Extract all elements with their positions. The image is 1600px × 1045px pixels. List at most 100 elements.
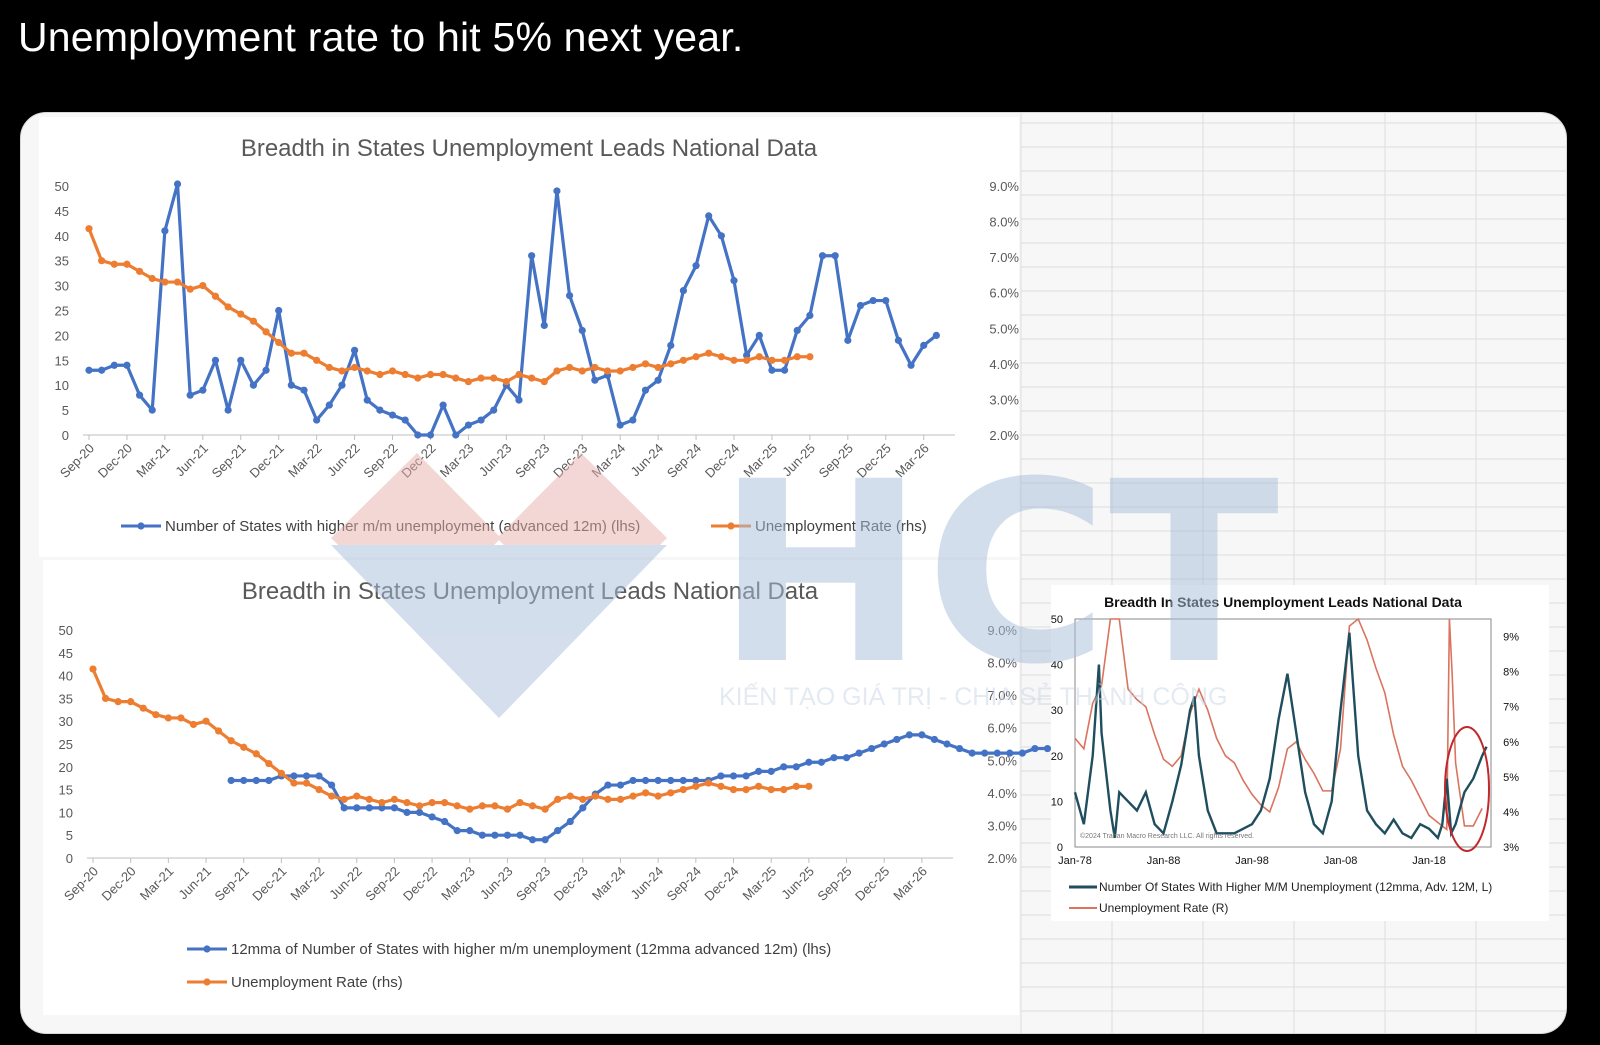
data-point-states: [302, 772, 311, 780]
data-point-states: [211, 356, 220, 364]
data-point-unemployment-rate: [780, 356, 789, 364]
data-point-unemployment-rate: [805, 782, 813, 790]
data-point-states: [641, 386, 650, 394]
data-point-unemployment-rate: [338, 367, 346, 375]
y-left-tick-label: 10: [55, 378, 69, 393]
data-point-unemployment-rate: [579, 795, 587, 803]
chart1-title: Breadth in States Unemployment Leads Nat…: [241, 135, 818, 162]
data-point-states: [199, 386, 207, 394]
data-point-states: [414, 431, 422, 439]
y-left-tick-label: 10: [59, 805, 73, 820]
data-point-unemployment-rate: [340, 795, 348, 803]
data-point-states: [730, 277, 738, 285]
data-point-states: [968, 749, 976, 757]
data-point-unemployment-rate: [237, 310, 245, 318]
data-point-unemployment-rate: [428, 799, 436, 807]
y-left-tick-label: 35: [59, 691, 73, 706]
data-point-states: [515, 396, 523, 404]
data-point-states: [401, 416, 409, 424]
data-point-unemployment-rate: [604, 795, 612, 803]
data-point-states: [629, 776, 637, 785]
chart3-y-left-tick: 0: [1057, 842, 1063, 854]
data-point-unemployment-rate: [692, 353, 700, 361]
data-point-states: [767, 767, 775, 775]
y-right-tick-label: 5.0%: [989, 321, 1019, 336]
data-point-states: [275, 306, 283, 315]
data-point-states: [894, 336, 903, 344]
data-point-unemployment-rate: [123, 260, 131, 268]
data-point-states: [981, 749, 989, 757]
y-right-tick-label: 8.0%: [989, 215, 1019, 230]
chart3-y-left-tick: 20: [1051, 751, 1063, 763]
y-left-tick-label: 35: [55, 254, 69, 269]
data-point-unemployment-rate: [441, 799, 449, 807]
data-point-unemployment-rate: [528, 374, 536, 382]
chart3-highlight-circle: [1444, 726, 1490, 852]
data-point-unemployment-rate: [315, 786, 323, 794]
data-point-unemployment-rate: [792, 782, 800, 790]
data-point-unemployment-rate: [679, 786, 687, 794]
y-left-tick-label: 20: [55, 328, 69, 343]
data-point-unemployment-rate: [502, 378, 510, 386]
data-point-states: [907, 361, 915, 369]
data-point-unemployment-rate: [350, 363, 359, 372]
data-point-unemployment-rate: [211, 292, 220, 300]
data-point-unemployment-rate: [214, 727, 223, 735]
data-point-states: [554, 827, 562, 835]
legend-marker: [203, 978, 211, 986]
data-point-unemployment-rate: [464, 378, 473, 386]
y-left-tick-label: 20: [59, 760, 73, 775]
data-point-states: [85, 366, 93, 374]
data-point-unemployment-rate: [742, 786, 750, 794]
chart3-y-left-tick: 10: [1051, 796, 1063, 808]
data-point-states: [717, 232, 725, 240]
data-point-unemployment-rate: [705, 349, 713, 357]
chart3-y-right-tick: 9%: [1503, 632, 1519, 644]
data-point-states: [98, 366, 106, 374]
data-point-unemployment-rate: [287, 349, 295, 357]
chart3-x-tick: Jan-78: [1058, 855, 1092, 867]
data-point-unemployment-rate: [654, 792, 662, 800]
data-point-states: [654, 376, 662, 384]
data-point-unemployment-rate: [743, 356, 751, 364]
data-point-states: [578, 326, 586, 335]
y-right-tick-label: 4.0%: [987, 786, 1017, 801]
data-point-states: [390, 804, 399, 812]
data-point-unemployment-rate: [755, 782, 763, 790]
data-point-unemployment-rate: [152, 711, 160, 719]
y-left-tick-label: 25: [55, 304, 69, 319]
data-point-unemployment-rate: [173, 278, 182, 286]
data-point-states: [325, 401, 333, 409]
y-right-tick-label: 6.0%: [989, 286, 1019, 301]
data-point-states: [453, 827, 461, 835]
data-point-states: [641, 776, 650, 785]
y-left-tick-label: 30: [59, 714, 73, 729]
data-point-unemployment-rate: [275, 338, 283, 347]
data-point-unemployment-rate: [565, 363, 574, 372]
data-point-states: [792, 763, 800, 771]
data-point-states: [503, 831, 512, 839]
data-point-states: [464, 421, 473, 429]
data-point-unemployment-rate: [491, 802, 499, 810]
y-left-tick-label: 15: [55, 353, 69, 368]
data-point-unemployment-rate: [439, 370, 447, 379]
legend-marker: [137, 522, 145, 530]
data-point-states: [869, 296, 877, 305]
data-point-states: [855, 749, 863, 757]
data-point-unemployment-rate: [302, 779, 311, 787]
data-point-states: [376, 406, 384, 414]
y-right-tick-label: 6.0%: [987, 721, 1017, 736]
data-point-states: [224, 406, 232, 414]
data-point-states: [717, 772, 725, 780]
legend-label: 12mma of Number of States with higher m/…: [231, 941, 831, 958]
legend-label: Unemployment Rate (rhs): [231, 974, 403, 991]
data-point-states: [565, 291, 574, 300]
data-point-unemployment-rate: [515, 370, 523, 379]
data-point-states: [817, 758, 826, 766]
y-left-tick-label: 30: [55, 279, 69, 294]
data-point-unemployment-rate: [388, 367, 397, 375]
data-point-unemployment-rate: [730, 356, 738, 364]
data-point-unemployment-rate: [780, 786, 788, 794]
data-point-states: [743, 351, 751, 359]
y-right-tick-label: 7.0%: [989, 250, 1019, 265]
